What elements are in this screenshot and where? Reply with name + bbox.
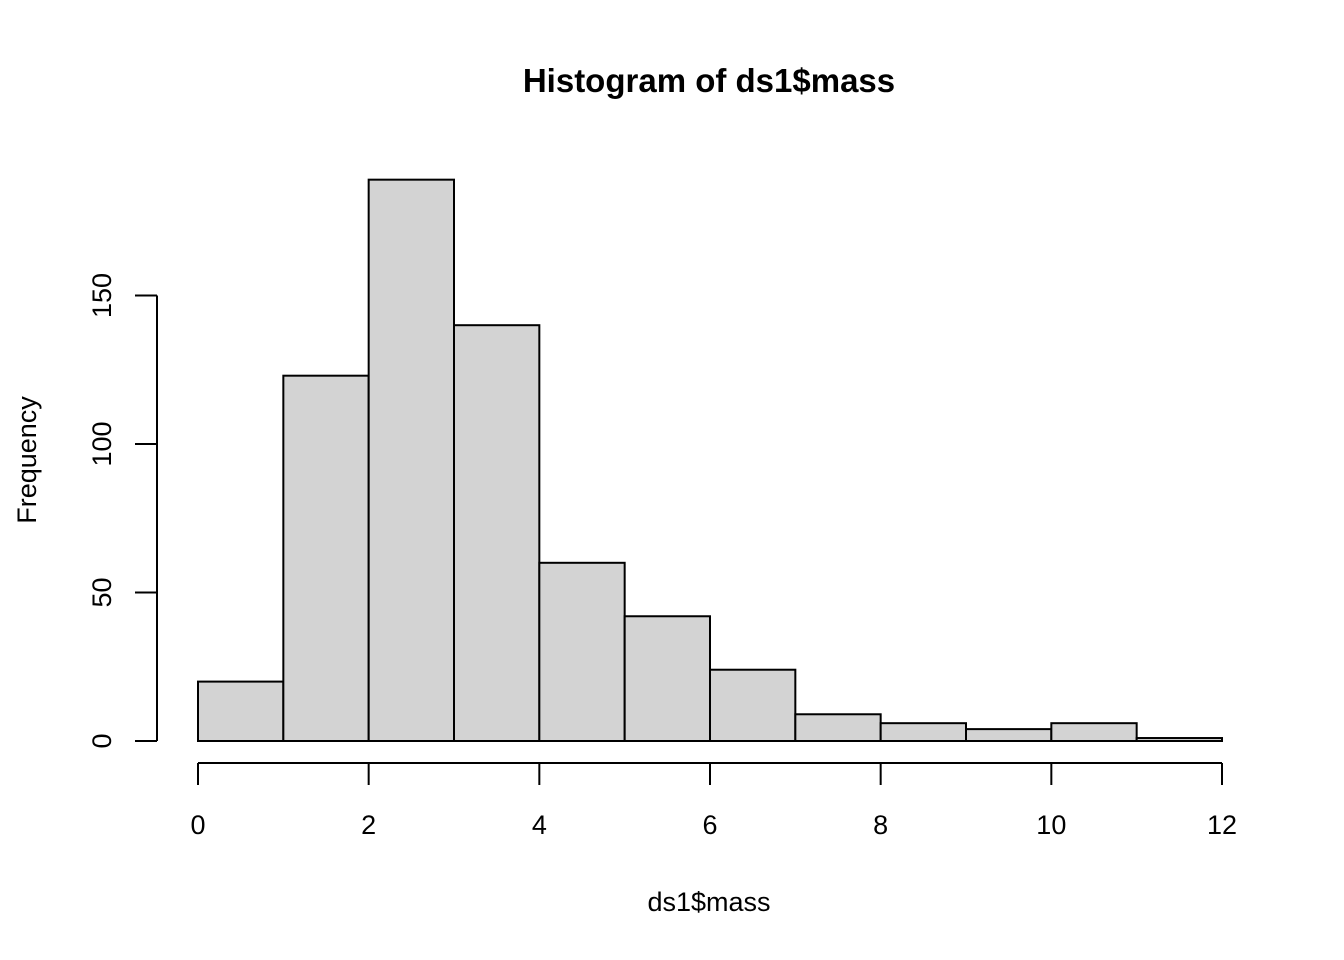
y-axis: 0 50 100 150 — [87, 273, 158, 749]
histogram-bar-0 — [197, 680, 285, 742]
histogram-bar-5 — [623, 615, 712, 743]
x-axis: 0 2 4 6 8 10 12 — [190, 762, 1237, 840]
histogram-bar-11 — [1135, 737, 1223, 743]
histogram-bar-9 — [965, 728, 1053, 742]
x-tick-label-6: 12 — [1207, 810, 1237, 840]
histogram-bar-3 — [453, 324, 541, 742]
y-tick-label-3: 150 — [87, 273, 117, 318]
y-tick-label-0: 0 — [87, 733, 117, 748]
x-tick-label-0: 0 — [190, 810, 205, 840]
histogram-bar-7 — [794, 713, 882, 743]
histogram-bar-10 — [1050, 722, 1138, 742]
chart-title: Histogram of ds1$mass — [523, 62, 895, 99]
x-tick-label-4: 8 — [873, 810, 888, 840]
bars-group — [197, 178, 1223, 743]
histogram-bar-6 — [709, 668, 797, 742]
y-tick-label-2: 100 — [87, 421, 117, 466]
histogram-bar-2 — [367, 178, 455, 743]
x-tick-label-1: 2 — [361, 810, 376, 840]
x-axis-label: ds1$mass — [647, 887, 770, 917]
x-tick-label-5: 10 — [1036, 810, 1066, 840]
y-tick-label-1: 50 — [87, 577, 117, 607]
histogram-bar-1 — [282, 374, 370, 742]
histogram-bar-8 — [879, 722, 968, 742]
histogram-bar-4 — [538, 561, 626, 742]
x-tick-label-2: 4 — [532, 810, 547, 840]
y-axis-label: Frequency — [12, 396, 42, 524]
x-tick-label-3: 6 — [702, 810, 717, 840]
